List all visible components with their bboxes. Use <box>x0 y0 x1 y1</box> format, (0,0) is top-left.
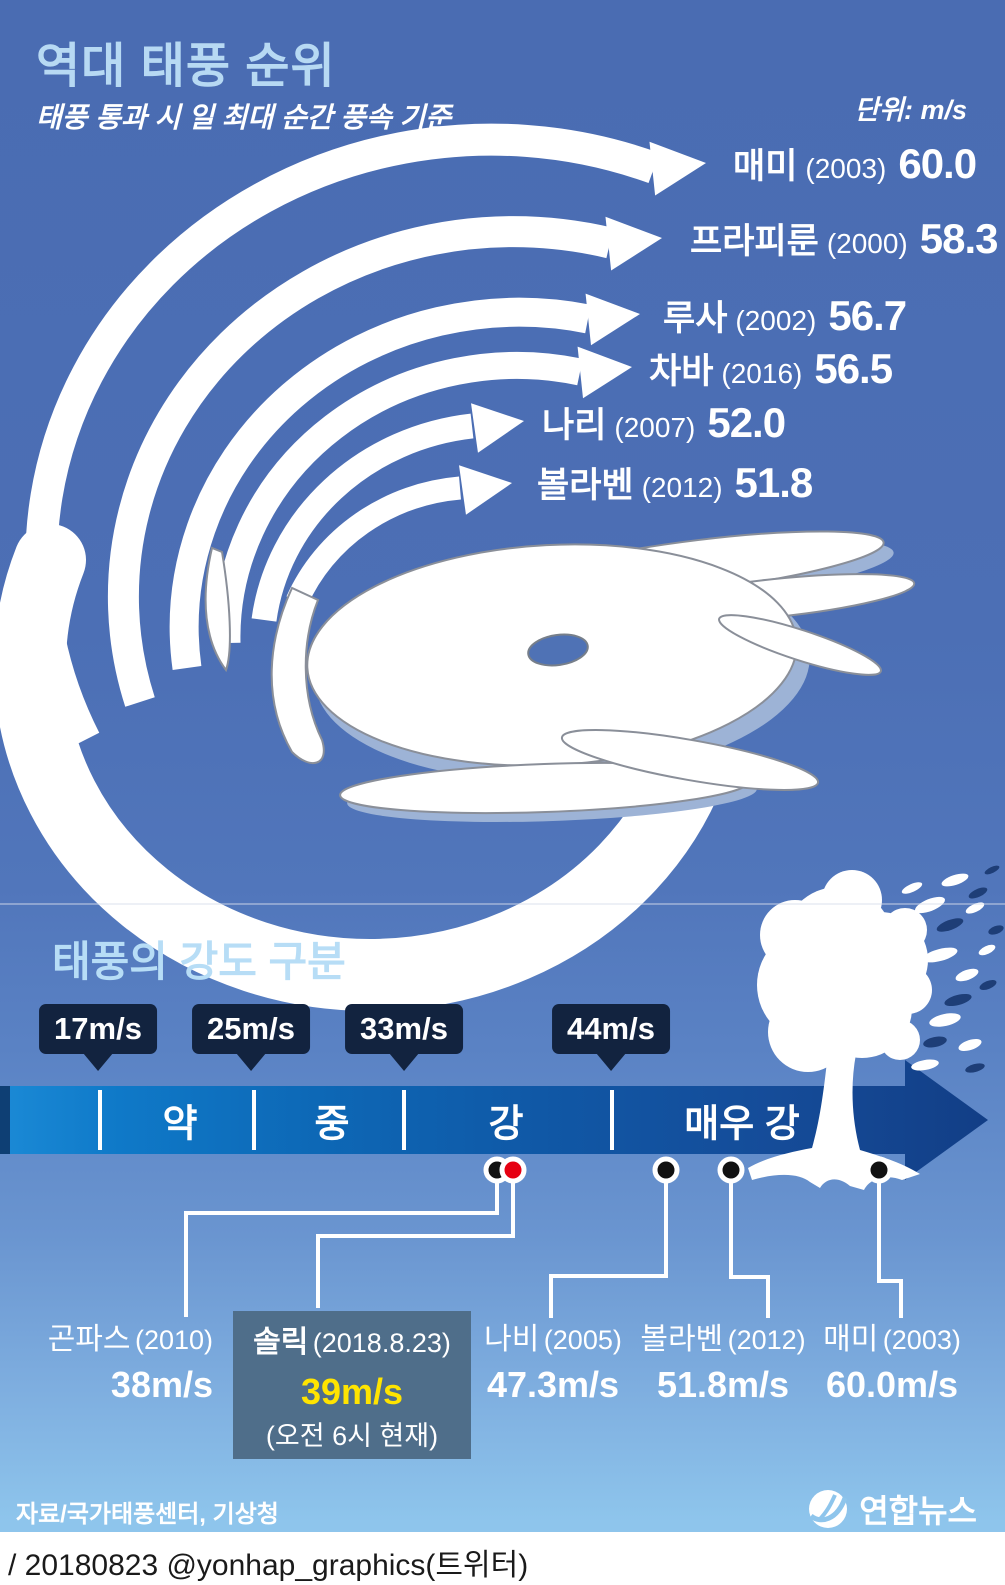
data-point-dots <box>483 1156 893 1184</box>
unit-label: 단위: m/s <box>854 95 967 125</box>
typhoon-name: 매미 <box>733 147 798 186</box>
page-title: 역대 태풍 순위 <box>36 40 336 93</box>
speed-threshold-marker: 25m/s <box>192 1004 310 1054</box>
point-label-bolaven: 볼라벤 (2012) 51.8m/s <box>613 1320 833 1405</box>
ranking-arrows-graphic <box>0 123 726 1012</box>
wind-speed-value: 38m/s <box>110 1364 213 1405</box>
typhoon-name: 루사 <box>663 299 728 338</box>
typhoon-eye-icon <box>204 530 916 822</box>
agency-logo: 연합뉴스 <box>805 1486 977 1532</box>
typhoon-name: 매미 <box>823 1323 879 1356</box>
typhoon-year: (2003) <box>882 1325 961 1355</box>
wind-speed-value: 47.3m/s <box>486 1364 620 1405</box>
wind-speed-value: 60.0m/s <box>825 1364 959 1405</box>
typhoon-year: (2010) <box>134 1325 213 1355</box>
typhoon-name: 프라피룬 <box>690 222 819 261</box>
typhoon-year: (2016) <box>721 358 803 389</box>
speed-threshold-marker: 44m/s <box>552 1004 670 1054</box>
speed-threshold-marker: 17m/s <box>39 1004 157 1054</box>
wind-speed-value: 56.5 <box>814 345 893 392</box>
intensity-section-heading: 태풍의 강도 구분 <box>52 938 346 985</box>
ranking-row: 프라피룬 (2000) 58.3 <box>690 213 998 264</box>
ranking-row: 나리 (2007) 52.0 <box>542 397 786 448</box>
ranking-row: 볼라벤 (2012) 51.8 <box>537 457 814 508</box>
section-divider <box>0 903 1005 905</box>
band-label-strong: 강 <box>488 1103 524 1146</box>
intensity-scale-bar <box>0 1060 988 1180</box>
typhoon-name: 곤파스 <box>47 1323 131 1356</box>
ranking-row: 차바 (2016) 56.5 <box>649 343 893 394</box>
agency-name: 연합뉴스 <box>859 1493 977 1529</box>
threshold-label: 17m/s <box>54 1011 142 1046</box>
typhoon-name: 볼라벤 <box>640 1323 724 1356</box>
wind-speed-value: 56.7 <box>828 292 907 339</box>
typhoon-year: (2005) <box>543 1325 622 1355</box>
wind-speed-value: 52.0 <box>707 399 786 446</box>
typhoon-year: (2018.8.23) <box>312 1328 451 1358</box>
band-label-medium: 중 <box>314 1103 350 1146</box>
typhoon-name: 나비 <box>484 1323 540 1356</box>
typhoon-name: 볼라벤 <box>537 466 634 505</box>
point-label-maemi: 매미 (2003) 60.0m/s <box>792 1320 992 1405</box>
yonhap-logo-icon <box>809 1490 848 1528</box>
wind-speed-value: 51.8m/s <box>656 1364 790 1405</box>
threshold-label: 25m/s <box>207 1011 295 1046</box>
typhoon-year: (2003) <box>805 153 887 184</box>
credit-line: / 20180823 @yonhap_graphics(트위터) <box>8 1549 529 1582</box>
typhoon-year: (2002) <box>735 305 817 336</box>
typhoon-year: (2007) <box>614 412 696 443</box>
threshold-label: 33m/s <box>360 1011 448 1046</box>
leader-lines <box>184 1181 903 1318</box>
credit-strip <box>0 1532 1005 1585</box>
typhoon-year: (2012) <box>727 1325 806 1355</box>
typhoon-name: 나리 <box>542 406 607 445</box>
source-credit: 자료/국가태풍센터, 기상청 <box>16 1501 279 1528</box>
typhoon-name: 차바 <box>649 352 714 391</box>
point-label-gonpas: 곤파스 (2010) 38m/s <box>48 1320 213 1405</box>
band-label-verystrong: 매우 강 <box>684 1103 800 1146</box>
ranking-row: 매미 (2003) 60.0 <box>733 138 977 189</box>
wind-speed-value: 51.8 <box>734 459 814 506</box>
wind-speed-value: 58.3 <box>919 215 999 262</box>
typhoon-year: (2000) <box>826 228 908 259</box>
band-label-weak: 약 <box>162 1103 198 1146</box>
speed-threshold-marker: 33m/s <box>345 1004 463 1054</box>
page-subtitle: 태풍 통과 시 일 최대 순간 풍속 기준 <box>36 102 452 133</box>
scale-tick-marks <box>98 1090 614 1150</box>
point-label-nabi: 나비 (2005) 47.3m/s <box>453 1320 653 1405</box>
threshold-label: 44m/s <box>567 1011 655 1046</box>
windblown-tree-icon <box>748 865 1004 1190</box>
typhoon-name: 솔릭 <box>253 1326 309 1359</box>
ranking-row: 루사 (2002) 56.7 <box>663 290 907 341</box>
point-label-soulik-highlight-box: 솔릭 (2018.8.23) 39m/s (오전 6시 현재) <box>233 1311 471 1459</box>
typhoon-year: (2012) <box>641 472 723 503</box>
wind-speed-value: 39m/s <box>300 1371 404 1412</box>
time-note: (오전 6시 현재) <box>265 1421 439 1451</box>
wind-speed-value: 60.0 <box>898 140 977 187</box>
